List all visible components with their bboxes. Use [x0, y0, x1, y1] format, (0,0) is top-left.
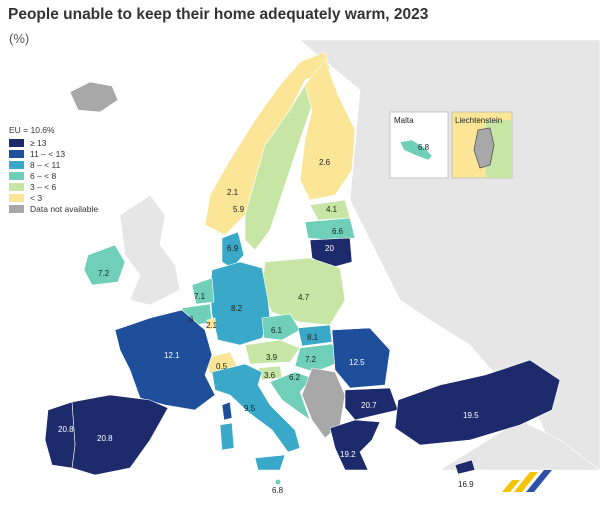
- label-austria: 3.9: [266, 353, 278, 362]
- label-slovakia: 8.1: [307, 333, 319, 342]
- label-slovenia: 3.6: [264, 371, 276, 380]
- legend-item: 6 – < 8: [9, 170, 98, 181]
- label-lithuania: 20: [325, 244, 334, 253]
- label-poland: 4.7: [298, 293, 310, 302]
- label-malta: 6.8: [272, 486, 284, 495]
- legend-swatch: [9, 193, 24, 202]
- label-portugal: 20.8: [58, 425, 74, 434]
- legend-label: 8 – < 11: [30, 159, 61, 170]
- greece-shape: [329, 419, 381, 471]
- label-denmark: 6.9: [227, 244, 239, 253]
- legend-item: 8 – < 11: [9, 159, 98, 170]
- label-hungary: 7.2: [305, 355, 317, 364]
- label-croatia: 6.2: [289, 373, 301, 382]
- sardinia-shape: [219, 422, 235, 451]
- legend-heading: EU = 10.6%: [9, 125, 55, 135]
- legend-item: 3 – < 6: [9, 181, 98, 192]
- legend-swatch: [9, 171, 24, 180]
- label-ireland: 7.2: [98, 269, 110, 278]
- label-norway: 2.1: [227, 188, 239, 197]
- luxembourg-shape: [206, 317, 217, 331]
- portugal-shape: [44, 401, 76, 469]
- malta-inset-value: 6.8: [418, 143, 430, 152]
- ireland-shape: [83, 244, 126, 286]
- legend-label: Data not available: [30, 203, 99, 214]
- spain-shape: [71, 394, 169, 476]
- label-romania: 12.5: [349, 358, 365, 367]
- legend-item: < 3: [9, 192, 98, 203]
- legend-swatch: [9, 138, 24, 147]
- label-luxembourg: 2.1: [206, 321, 218, 330]
- eurostat-logo: [502, 470, 552, 492]
- corsica-shape: [221, 401, 233, 421]
- poland-shape: [261, 257, 346, 326]
- malta-dot: [275, 479, 281, 485]
- slovakia-shape: [297, 324, 333, 347]
- sicily-shape: [254, 454, 286, 471]
- bulgaria-shape: [344, 387, 399, 421]
- map-subtitle: (%): [9, 31, 30, 46]
- sweden-shape: [244, 84, 313, 251]
- legend-item: ≥ 13: [9, 137, 98, 148]
- label-germany: 8.2: [231, 304, 243, 313]
- label-estonia: 4.1: [326, 205, 338, 214]
- label-switzerland: 0.5: [216, 362, 228, 371]
- legend-label: 3 – < 6: [30, 181, 57, 192]
- label-czechia: 6.1: [271, 326, 283, 335]
- malta-inset: Malta 6.8: [389, 111, 449, 179]
- iceland-shape: [69, 81, 119, 113]
- legend-item: 11 – < 13: [9, 148, 98, 159]
- uk-land: [119, 194, 181, 306]
- lithuania-shape: [309, 237, 353, 269]
- label-netherlands: 7.1: [194, 292, 206, 301]
- label-cyprus: 16.9: [458, 480, 474, 489]
- legend: EU = 10.6% ≥ 13 11 – < 13 8 – < 11 6 – <…: [9, 125, 98, 214]
- legend-item: Data not available: [9, 203, 98, 214]
- croatia-shape: [269, 371, 313, 421]
- finland-shape: [299, 59, 356, 201]
- legend-label: < 3: [30, 192, 43, 203]
- denmark-shape: [221, 231, 245, 269]
- legend-swatch: [9, 182, 24, 191]
- label-france: 12.1: [164, 351, 180, 360]
- cyprus-shape: [454, 459, 476, 475]
- turkey-shape: [394, 359, 561, 446]
- label-italy: 9.5: [244, 404, 256, 413]
- label-greece: 19.2: [340, 450, 356, 459]
- value-labels: 2.1 5.9 2.6 4.1 6.6 20 6.9 7.2 7.1 6 2.1…: [58, 158, 479, 495]
- legend-label: ≥ 13: [30, 137, 47, 148]
- italy-shape: [211, 363, 301, 453]
- france-shape: [114, 309, 216, 411]
- malta-inset-title: Malta: [394, 116, 414, 125]
- label-bulgaria: 20.7: [361, 401, 377, 410]
- label-turkey: 19.5: [463, 411, 479, 420]
- map-title: People unable to keep their home adequat…: [8, 6, 429, 23]
- legend-label: 6 – < 8: [30, 170, 57, 181]
- label-sweden: 5.9: [233, 205, 245, 214]
- label-finland: 2.6: [319, 158, 331, 167]
- legend-swatch: [9, 204, 24, 213]
- czechia-shape: [261, 313, 301, 341]
- label-belgium: 6: [189, 315, 194, 324]
- hungary-shape: [294, 343, 341, 373]
- label-latvia: 6.6: [332, 227, 344, 236]
- latvia-shape: [304, 217, 356, 241]
- romania-shape: [331, 327, 391, 389]
- germany-shape: [209, 261, 271, 346]
- netherlands-shape: [191, 277, 215, 305]
- legend-label: 11 – < 13: [30, 148, 66, 159]
- legend-swatch: [9, 160, 24, 169]
- austria-shape: [244, 339, 301, 365]
- label-spain: 20.8: [97, 434, 113, 443]
- legend-swatch: [9, 149, 24, 158]
- liechtenstein-inset-title: Liechtenstein: [455, 116, 502, 125]
- liechtenstein-inset: Liechtenstein: [451, 111, 513, 179]
